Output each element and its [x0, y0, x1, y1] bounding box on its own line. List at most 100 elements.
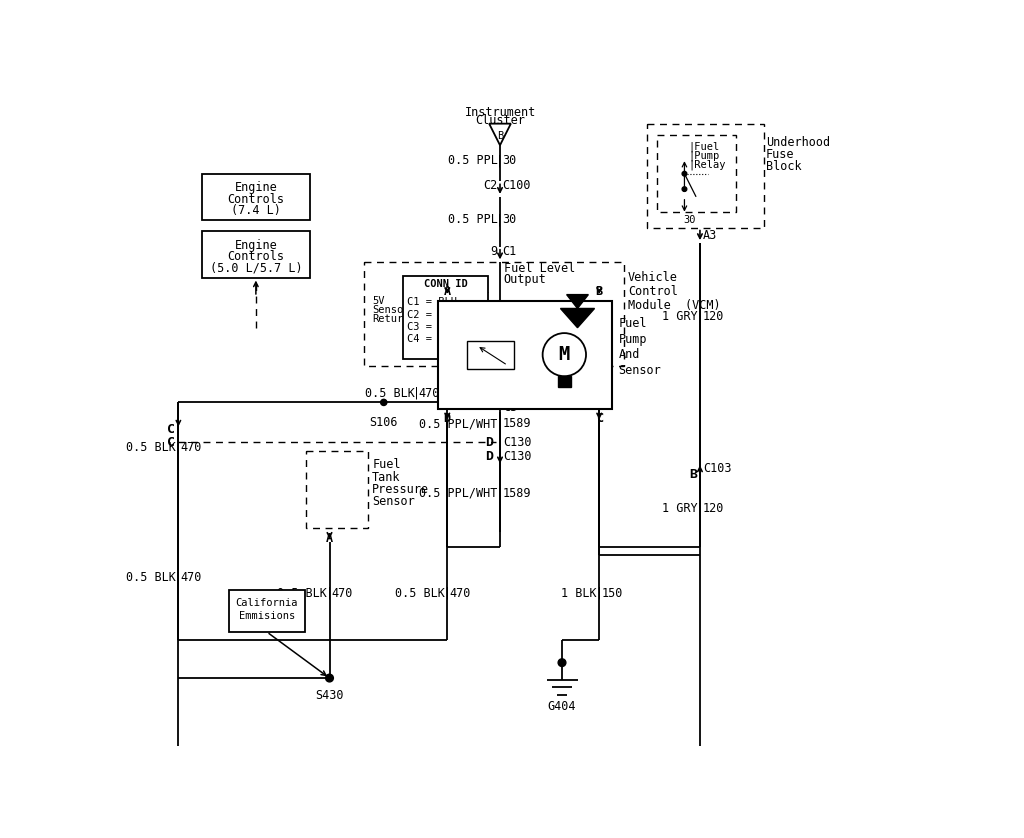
Text: 1589: 1589 — [503, 487, 530, 499]
Text: 9: 9 — [490, 245, 498, 258]
Text: A3: A3 — [703, 229, 717, 242]
Text: |: | — [696, 502, 703, 515]
Text: Output: Output — [504, 272, 547, 286]
Text: Sensor: Sensor — [618, 364, 662, 376]
Text: C1 = BLU: C1 = BLU — [407, 297, 457, 308]
Text: CONN ID: CONN ID — [424, 279, 468, 289]
Text: S430: S430 — [315, 689, 344, 702]
Text: 30: 30 — [503, 154, 516, 167]
Text: 0.5 BLK: 0.5 BLK — [395, 587, 445, 600]
Circle shape — [682, 187, 687, 191]
Text: Controls: Controls — [227, 193, 285, 205]
Text: Fuel: Fuel — [618, 318, 647, 330]
Bar — [202, 231, 310, 277]
Text: Pump: Pump — [618, 333, 647, 346]
Text: Block: Block — [766, 159, 802, 173]
Bar — [306, 451, 369, 528]
Text: Fuel Level: Fuel Level — [504, 337, 575, 349]
Text: Underhood: Underhood — [766, 137, 829, 149]
Text: |: | — [443, 587, 451, 600]
Text: A: A — [443, 285, 451, 297]
Text: |: | — [497, 214, 504, 226]
Text: Controls: Controls — [227, 251, 285, 263]
Text: 150: 150 — [601, 587, 623, 600]
Text: |: | — [497, 487, 504, 499]
Text: C130: C130 — [503, 450, 531, 463]
Bar — [656, 135, 736, 212]
Text: Engine: Engine — [234, 239, 278, 252]
Text: G404: G404 — [548, 700, 577, 712]
Text: |: | — [175, 441, 182, 453]
Circle shape — [381, 400, 387, 406]
Bar — [558, 376, 570, 387]
Bar — [365, 262, 624, 366]
Text: B: B — [596, 285, 603, 297]
Text: (7.4 L): (7.4 L) — [231, 204, 281, 217]
Text: 0.5 BLK: 0.5 BLK — [126, 572, 176, 584]
Polygon shape — [489, 124, 511, 145]
Text: Fuel Level: Fuel Level — [504, 262, 575, 275]
Text: C1: C1 — [503, 245, 516, 258]
Text: And: And — [618, 348, 640, 361]
Bar — [202, 173, 310, 220]
Text: C130: C130 — [503, 436, 531, 449]
Text: A: A — [326, 532, 333, 545]
Text: B: B — [497, 131, 503, 141]
Text: 470: 470 — [180, 441, 202, 453]
Text: C3: C3 — [503, 401, 517, 413]
Text: 19: 19 — [483, 386, 498, 400]
Text: 13: 13 — [482, 392, 497, 405]
Text: B: B — [689, 468, 697, 480]
Text: 0.5 BLK: 0.5 BLK — [126, 441, 176, 453]
Bar — [228, 589, 305, 632]
Text: C4 = BLK: C4 = BLK — [407, 334, 457, 344]
Text: Emmisions: Emmisions — [239, 611, 295, 621]
Text: |: | — [696, 310, 703, 323]
Text: C: C — [596, 411, 603, 425]
Text: |: | — [497, 154, 504, 167]
Text: 470: 470 — [419, 386, 440, 400]
Text: D: D — [485, 436, 493, 449]
Text: C2 = RED: C2 = RED — [407, 309, 457, 319]
Text: |Fuel: |Fuel — [688, 142, 720, 152]
Text: 120: 120 — [702, 310, 724, 323]
Text: C2: C2 — [483, 178, 498, 192]
Text: Input: Input — [504, 348, 540, 361]
Text: 470: 470 — [180, 572, 202, 584]
Text: Vehicle: Vehicle — [628, 272, 678, 284]
Text: C: C — [167, 436, 175, 449]
Circle shape — [558, 659, 566, 666]
Text: Engine: Engine — [234, 181, 278, 194]
Text: 0.5 BLK: 0.5 BLK — [365, 386, 415, 400]
Text: 0.5 PPL: 0.5 PPL — [447, 214, 498, 226]
Text: C103: C103 — [703, 462, 731, 475]
Text: |: | — [596, 587, 603, 600]
Text: 0.5 PPL/WHT: 0.5 PPL/WHT — [419, 487, 498, 499]
Text: Fuse: Fuse — [766, 148, 795, 161]
Bar — [647, 124, 764, 228]
Text: 1 BLK: 1 BLK — [561, 587, 597, 600]
Bar — [438, 301, 612, 409]
Text: |: | — [497, 417, 504, 431]
Text: 5V: 5V — [372, 296, 385, 306]
Text: (5.0 L/5.7 L): (5.0 L/5.7 L) — [210, 262, 302, 275]
Text: Sensor: Sensor — [372, 305, 410, 315]
Text: Control: Control — [628, 285, 678, 298]
Text: 470: 470 — [450, 587, 471, 600]
Text: D: D — [485, 450, 493, 463]
Text: Cluster: Cluster — [475, 114, 525, 127]
Text: 30: 30 — [503, 214, 516, 226]
Text: Sensor: Sensor — [372, 495, 415, 508]
Text: 120: 120 — [702, 502, 724, 515]
Text: Pressure: Pressure — [372, 483, 429, 496]
Text: California: California — [236, 598, 298, 608]
Text: Fuel: Fuel — [372, 458, 400, 471]
Circle shape — [682, 172, 687, 176]
Text: |Relay: |Relay — [688, 160, 726, 170]
Text: C100: C100 — [503, 178, 530, 192]
Circle shape — [543, 333, 586, 376]
Text: 1 GRY: 1 GRY — [662, 502, 697, 515]
Text: |Pump: |Pump — [688, 151, 720, 161]
Text: C3 = CLEAR: C3 = CLEAR — [407, 322, 469, 332]
Text: Tank: Tank — [372, 471, 400, 484]
